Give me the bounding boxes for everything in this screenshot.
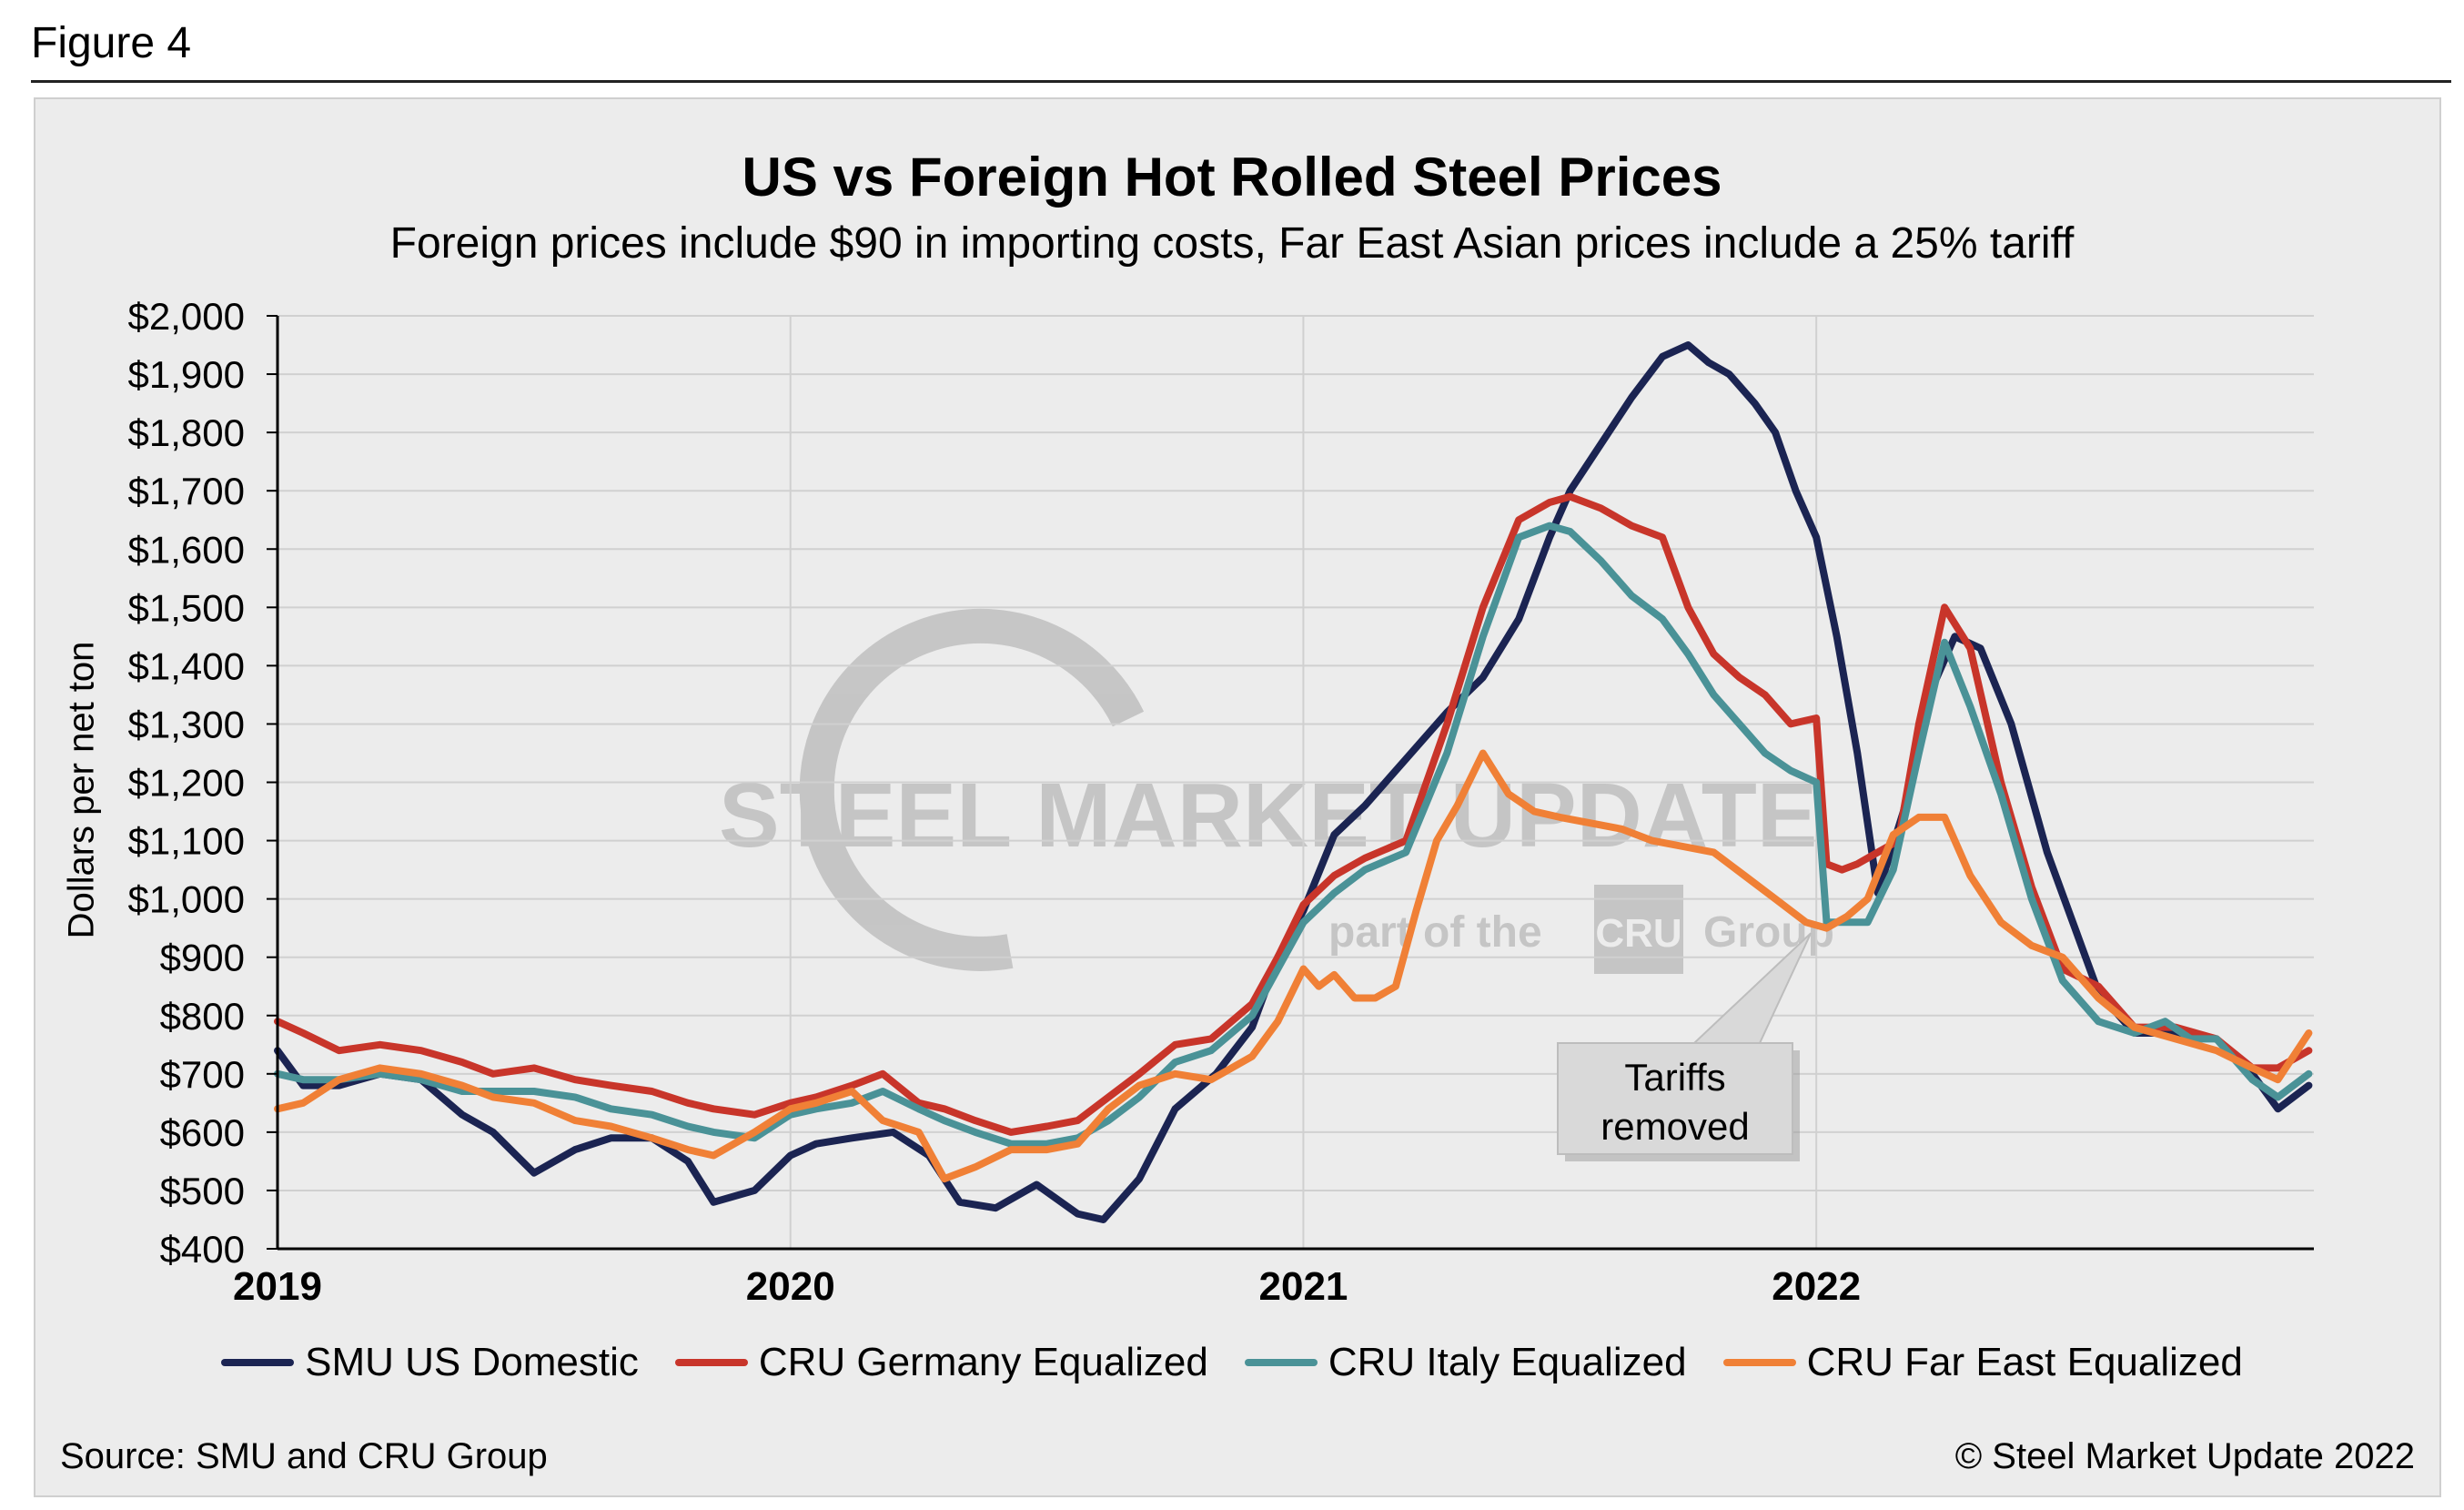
y-tick-label: $400 [160,1228,245,1271]
y-tick-label: $1,700 [128,470,245,512]
top-rule [31,80,2451,83]
watermark: STEEL MARKET UPDATE part of the CRU Grou… [719,608,1834,974]
y-tick-label: $900 [160,937,245,979]
tick-labels: $400 $500 $600 $700 $800 $900 $1,000 $1,100 $1,2… [128,295,1862,1309]
watermark-sub-right: Group [1703,908,1834,957]
y-tick-label: $1,800 [128,411,245,454]
legend-item-cru-far-east-equalized: CRU Far East Equalized [1722,1340,2243,1385]
callout-line-2: removed [1601,1105,1749,1148]
legend-swatch [1722,1359,1796,1366]
x-tick-label: 2022 [1772,1264,1861,1309]
y-tick-label: $1,900 [128,353,245,396]
series-line-cru-far-east-equalized [274,749,2313,1183]
chart-frame [34,97,2441,1497]
y-tick-label: $1,500 [128,586,245,629]
x-tick-label: 2021 [1259,1264,1348,1309]
legend-swatch [1244,1359,1318,1366]
legend-label: CRU Italy Equalized [1328,1340,1687,1384]
legend-item-cru-germany-equalized: CRU Germany Equalized [674,1340,1208,1385]
y-tick-label: $1,600 [128,528,245,571]
axes [267,315,2314,1251]
source-note: Source: SMU and CRU Group [60,1436,548,1476]
legend-label: CRU Germany Equalized [758,1340,1208,1384]
legend-label: SMU US Domestic [305,1340,639,1384]
y-tick-label: $1,000 [128,878,245,921]
y-tick-label: $2,000 [128,295,245,338]
legend-label: CRU Far East Equalized [1806,1340,2243,1384]
legend: SMU US Domestic CRU Germany Equalized CRU … [0,1340,2464,1385]
series-line-cru-germany-equalized [274,492,2313,1136]
figure-label: Figure 4 [31,19,192,67]
callout-box [1557,1042,1793,1155]
series-lines [274,341,2313,1223]
x-tick-label: 2020 [746,1264,835,1309]
y-tick-label: $1,300 [128,703,245,745]
watermark-sub-left: part of the [1328,908,1542,957]
y-tick-label: $700 [160,1053,245,1096]
chart-subtitle: Foreign prices include $90 in importing … [389,219,2075,268]
legend-item-cru-italy-equalized: CRU Italy Equalized [1244,1340,1687,1385]
x-tick-label: 2019 [233,1264,322,1309]
y-tick-label: $800 [160,995,245,1038]
legend-swatch [674,1359,748,1366]
y-tick-label: $1,100 [128,820,245,863]
legend-swatch [221,1359,295,1366]
chart-title: US vs Foreign Hot Rolled Steel Prices [742,147,1722,208]
y-tick-label: $1,400 [128,644,245,687]
watermark-main-text: STEEL MARKET UPDATE [719,765,1817,866]
y-tick-label: $600 [160,1111,245,1154]
y-tick-label: $1,200 [128,762,245,805]
y-tick-label: $500 [160,1170,245,1212]
watermark-sub-box: CRU [1595,911,1681,956]
copyright-note: © Steel Market Update 2022 [1954,1436,2415,1476]
legend-item-smu-us-domestic: SMU US Domestic [221,1340,639,1385]
grid [277,315,2314,1249]
callout-line-1: Tariffs [1624,1056,1725,1099]
tariffs-callout: Tariffs removed [1557,932,1813,1161]
series-line-cru-italy-equalized [274,522,2313,1148]
watermark-logo-arc [799,608,1145,971]
